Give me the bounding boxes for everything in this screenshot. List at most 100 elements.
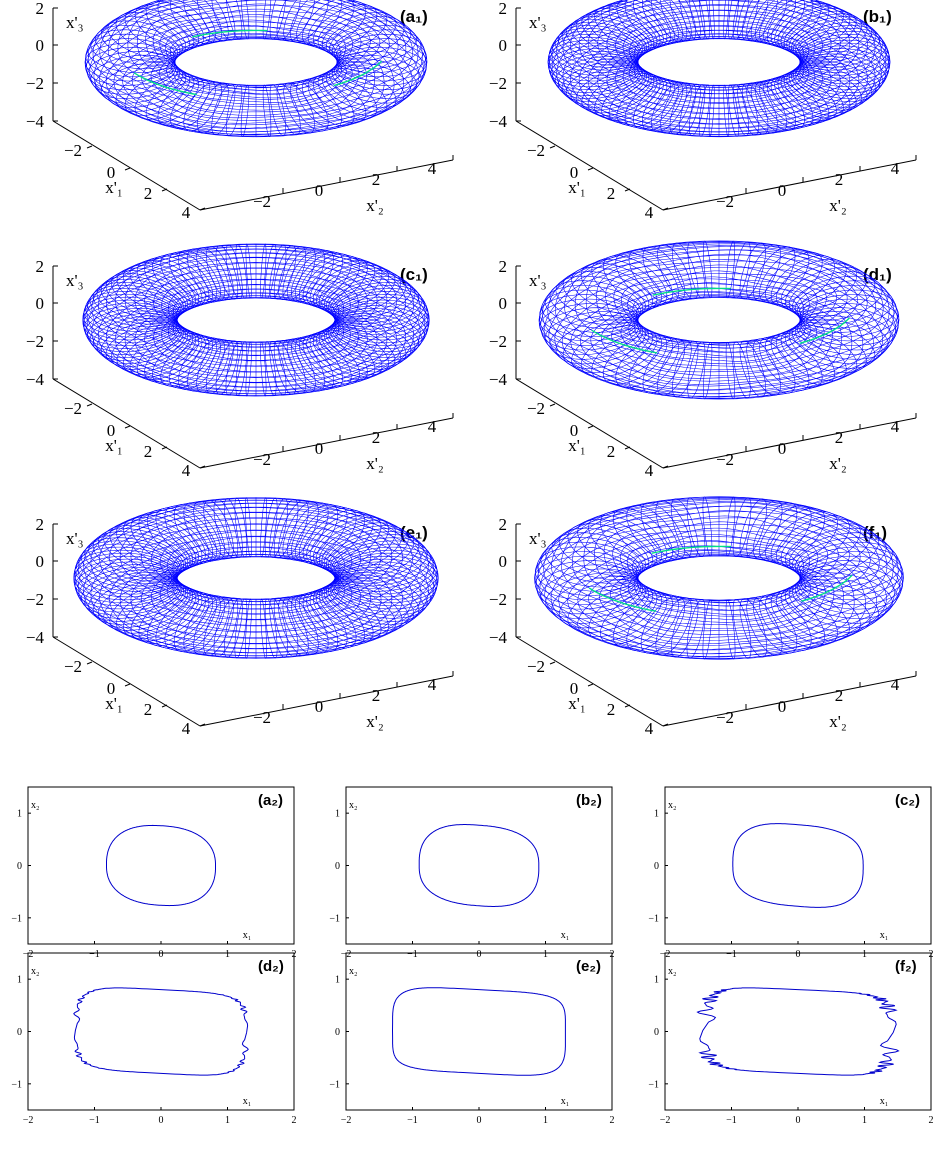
torus-parallel	[119, 503, 393, 610]
torus-meridian	[788, 271, 876, 318]
orbit-line	[418, 824, 540, 907]
x-tick-label: −2	[660, 1115, 671, 1126]
torus-parallel	[137, 0, 381, 91]
x-axis-label: x₁	[561, 1096, 570, 1107]
torus-parallel	[172, 279, 340, 345]
torus-parallel	[130, 507, 382, 606]
torus-meridian	[555, 318, 646, 365]
x3-tick-label: −2	[489, 332, 507, 351]
x1-tick-mark	[587, 683, 594, 687]
torus-meridian	[325, 65, 405, 108]
torus-meridian	[196, 247, 230, 301]
torus-parallel	[175, 284, 337, 348]
torus-meridian	[792, 318, 883, 365]
x2-axis-line	[199, 159, 454, 211]
torus-parallel	[634, 295, 806, 362]
torus-parallel	[612, 515, 828, 601]
x1-tick-mark	[624, 446, 631, 450]
x2-tick-label: 2	[835, 170, 844, 189]
torus-meridian	[196, 339, 230, 393]
torus-parallel	[542, 242, 895, 382]
x3-tick-label: 2	[36, 257, 45, 276]
torus-parallel	[91, 267, 421, 396]
torus-surface	[547, 0, 891, 138]
torus-parallel	[548, 0, 890, 133]
torus-meridian	[746, 244, 781, 301]
torus-parallel	[572, 499, 871, 617]
x1-tick-label: −2	[527, 657, 545, 676]
torus-parallel	[570, 283, 864, 398]
x1-tick-mark	[161, 188, 168, 192]
x-tick-label: 0	[477, 1115, 482, 1126]
torus-meridian	[193, 501, 230, 560]
torus-meridian	[87, 33, 177, 73]
x2-tick-label: −2	[716, 192, 734, 211]
panel-label: (c₁)	[400, 265, 428, 284]
torus-parallel	[119, 546, 393, 653]
torus-parallel	[131, 33, 375, 129]
torus-meridian	[282, 247, 316, 301]
x-tick-label: 1	[543, 1115, 548, 1126]
torus-parallel	[109, 541, 403, 656]
orbit-line	[732, 823, 864, 908]
plot-frame	[345, 952, 613, 1111]
torus-meridian	[282, 596, 319, 655]
torus-surface	[84, 0, 428, 138]
x1-tick-label: 0	[107, 679, 116, 698]
torus-parallel	[637, 545, 801, 611]
torus-parallel	[170, 19, 341, 89]
torus-meridian	[555, 275, 646, 322]
y-tick-label: −1	[648, 913, 659, 924]
torus-parallel	[537, 498, 899, 641]
x3-axis-label: x'₃	[66, 271, 84, 290]
x2-tick-label: 0	[778, 181, 787, 200]
torus-parallel	[145, 0, 371, 88]
torus-parallel	[177, 289, 336, 351]
torus-parallel	[567, 541, 866, 658]
torus-parallel	[597, 33, 841, 129]
x1-axis-line	[52, 378, 201, 469]
torus-parallel	[570, 0, 868, 104]
x3-tick-label: −2	[26, 590, 44, 609]
torus-meridian	[193, 596, 230, 655]
x1-tick-label: 4	[182, 719, 191, 738]
torus-parallel	[534, 505, 904, 651]
torus-parallel	[596, 249, 848, 349]
torus-parallel	[585, 246, 858, 353]
plot-frame	[664, 786, 932, 945]
x2-tick-label: 4	[428, 417, 437, 436]
x1-tick-mark	[549, 145, 556, 149]
torus-parallel	[622, 38, 816, 114]
x2-tick-label: 2	[372, 428, 381, 447]
torus-highlight	[133, 29, 382, 96]
x-tick-label: 1	[543, 949, 548, 960]
x3-axis-label: x'₃	[529, 271, 547, 290]
x1-tick-mark	[624, 704, 631, 708]
torus-parallel	[98, 243, 414, 367]
x2-tick-label: 0	[315, 697, 324, 716]
x2-axis-label: x'₂	[366, 454, 384, 473]
torus-parallel	[534, 501, 902, 646]
torus-parallel	[109, 500, 403, 615]
x1-axis-label: x'₁	[105, 436, 123, 455]
x2-tick-label: −2	[253, 708, 271, 727]
torus-highlight-segment	[588, 587, 657, 612]
torus-meridian	[785, 582, 871, 633]
torus-parallel	[159, 38, 353, 113]
x1-tick-label: 0	[107, 163, 116, 182]
torus-meridian	[551, 532, 646, 580]
x2-axis-line	[199, 417, 454, 469]
torus-meridian	[558, 527, 650, 577]
x-tick-label: 0	[159, 949, 164, 960]
torus-parallel	[159, 556, 353, 632]
panel-label: (a₂)	[258, 792, 283, 809]
torus-parallel	[106, 278, 406, 396]
x1-tick-label: 4	[182, 203, 191, 222]
torus-parallel	[172, 295, 340, 361]
torus-parallel	[141, 512, 371, 603]
y-axis-label: x₂	[349, 800, 358, 811]
x1-tick-mark	[124, 683, 131, 687]
torus-meridian	[325, 16, 405, 59]
y-tick-label: 0	[654, 1027, 659, 1038]
